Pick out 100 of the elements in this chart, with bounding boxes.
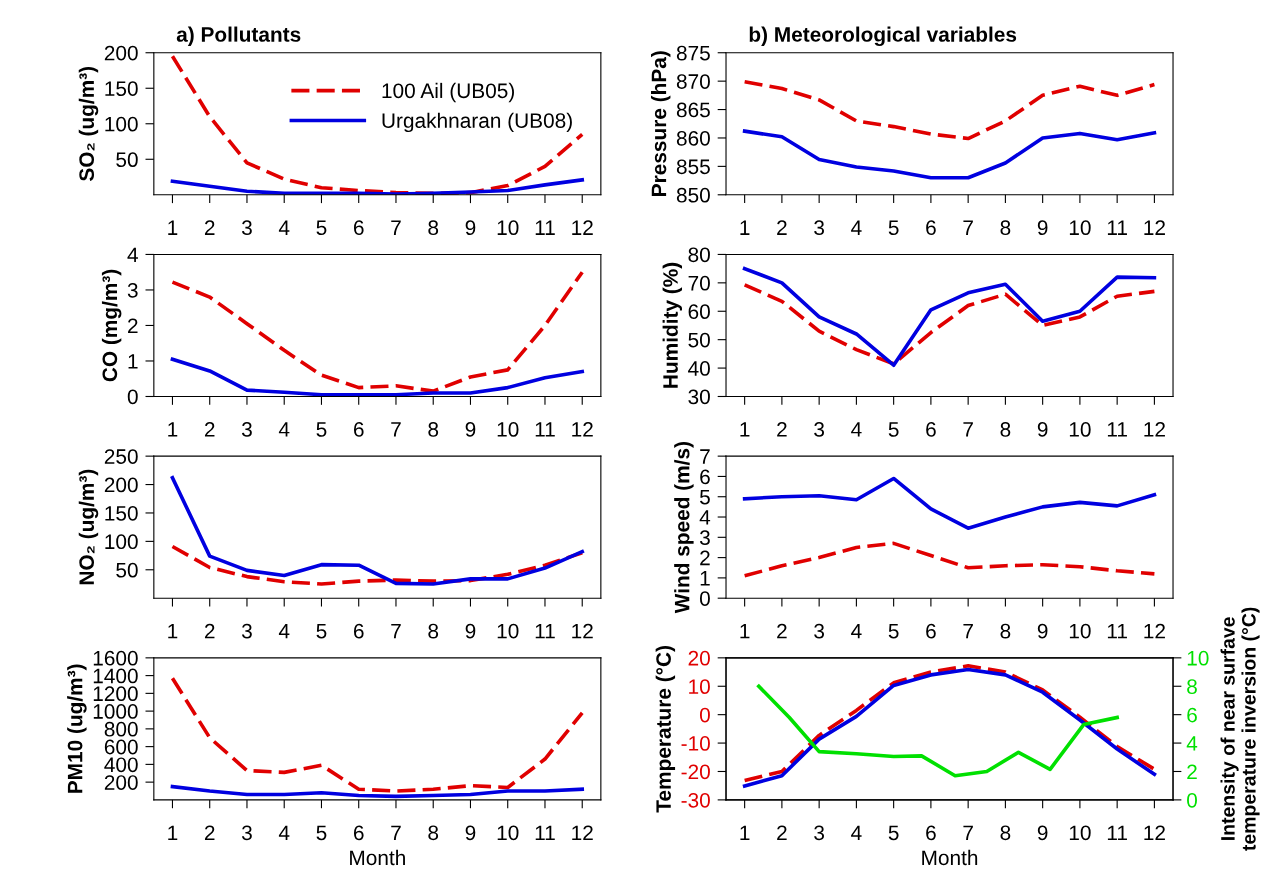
line-series <box>170 357 585 397</box>
y-tick-label: 150 <box>105 81 138 96</box>
x-tick-label: 1 <box>168 623 178 639</box>
x-tick-label: 8 <box>428 422 439 437</box>
x-tick-label: 12 <box>572 825 593 840</box>
y-tick-label: 0 <box>127 389 138 405</box>
x-tick-label: 12 <box>1144 623 1165 639</box>
x-tick-label: 2 <box>204 623 215 639</box>
y-tick-label: 5 <box>699 489 710 505</box>
y-tick-label: 1600 <box>93 650 138 666</box>
x-tick-label: 4 <box>278 825 290 840</box>
y-tick-label: 3 <box>127 282 138 298</box>
x-tick-label: 10 <box>497 422 519 437</box>
y-tick-label: 100 <box>105 534 138 550</box>
y-tick-label: 850 <box>676 187 710 203</box>
x-tick-label: 9 <box>465 422 476 437</box>
y-tick-label: 200 <box>104 775 138 790</box>
x-tick-label: 7 <box>391 220 401 235</box>
x-tick-label: 7 <box>963 220 973 235</box>
x-tick-label: 4 <box>851 825 862 840</box>
x-tick-label: 4 <box>851 220 862 235</box>
y-tick-label: 1400 <box>93 668 138 684</box>
y-tick-label: 20 <box>688 650 710 666</box>
y-tick-label: 60 <box>688 304 710 320</box>
x-tick-label: 7 <box>391 825 401 840</box>
y-tick-label: 80 <box>688 247 710 263</box>
x-tick-label: 4 <box>851 422 862 437</box>
line-series <box>170 784 585 799</box>
x-tick-label: 4 <box>278 623 290 639</box>
x-tick-label: 11 <box>1107 422 1127 437</box>
x-tick-label: 3 <box>241 623 252 639</box>
y-tick-label: -10 <box>681 736 710 751</box>
y-axis-title: Humidity (%) <box>662 262 683 388</box>
x-tick-label: 12 <box>572 623 593 639</box>
x-tick-label: 6 <box>353 623 364 639</box>
y-axis-title: Pressure (hPa) <box>651 51 671 196</box>
y-tick-label: 860 <box>676 130 710 146</box>
line-series <box>170 475 585 586</box>
x-tick-label: 12 <box>572 422 593 437</box>
line-series <box>742 476 1157 530</box>
x-tick-label: 10 <box>1069 422 1091 437</box>
x-tick-label: 1 <box>168 825 178 840</box>
x-axis-title: Month <box>350 849 405 866</box>
y-tick-label: 1000 <box>93 704 138 719</box>
line-series <box>170 178 585 195</box>
y2-tick-label: 0 <box>1187 792 1197 808</box>
y-tick-label: 200 <box>104 477 138 493</box>
y-tick-label: 400 <box>104 757 138 773</box>
y-tick-label: 250 <box>104 449 138 464</box>
x-tick-label: 2 <box>204 220 215 235</box>
line-series <box>742 79 1157 141</box>
y-tick-label: 100 <box>105 116 138 132</box>
x-tick-label: 11 <box>535 825 555 840</box>
y-tick-label: 30 <box>688 389 710 405</box>
x-tick-label: 5 <box>316 623 327 639</box>
x-tick-label: 8 <box>1000 422 1011 437</box>
x-tick-label: 5 <box>316 825 327 841</box>
x-tick-label: 1 <box>740 220 750 235</box>
x-tick-label: 8 <box>1000 220 1011 236</box>
y-tick-label: 2 <box>700 550 710 566</box>
x-tick-label: 2 <box>204 422 215 437</box>
x-tick-label: 9 <box>1037 623 1048 639</box>
x-tick-label: 12 <box>1144 422 1165 437</box>
x-tick-label: 10 <box>1069 825 1091 841</box>
legend-label: 100 Ail (UB05) <box>382 82 514 103</box>
y-tick-label: 200 <box>104 45 138 61</box>
y-tick-label: 870 <box>676 74 710 89</box>
x-tick-label: 2 <box>777 220 787 235</box>
y-tick-label: 1 <box>700 571 710 586</box>
x-tick-label: 10 <box>497 220 519 236</box>
line-series <box>170 270 585 393</box>
x-tick-label: 5 <box>888 623 899 639</box>
x-tick-label: 3 <box>814 220 825 236</box>
x-tick-label: 9 <box>1037 422 1048 437</box>
y-tick-label: 600 <box>104 739 138 755</box>
y-tick-label: 1 <box>128 354 138 369</box>
y2-tick-label: 10 <box>1187 650 1209 666</box>
y-tick-label: 875 <box>676 45 710 61</box>
x-tick-label: 7 <box>391 422 401 437</box>
x-tick-label: 1 <box>168 422 178 437</box>
line-series <box>170 676 585 793</box>
x-tick-label: 6 <box>926 623 936 639</box>
y-tick-label: 7 <box>700 449 710 464</box>
x-tick-label: 11 <box>535 422 555 437</box>
x-tick-label: 8 <box>428 220 439 236</box>
y-tick-label: 0 <box>699 591 710 606</box>
x-tick-label: 5 <box>888 825 899 841</box>
line-series <box>742 283 1157 366</box>
x-tick-label: 5 <box>316 422 327 437</box>
y-tick-label: 50 <box>688 332 710 348</box>
x-tick-label: 1 <box>740 825 750 840</box>
x-tick-label: 6 <box>353 422 364 437</box>
y-tick-label: 10 <box>689 679 710 695</box>
x-tick-label: 7 <box>963 623 973 639</box>
y-tick-label: 4 <box>699 510 711 525</box>
y-tick-label: 6 <box>700 469 710 485</box>
y-axis-title: SO₂ (ug/m³) <box>78 66 99 182</box>
y-tick-label: 50 <box>116 152 138 168</box>
x-axis-title: Month <box>922 849 978 866</box>
x-tick-label: 12 <box>1144 220 1165 235</box>
